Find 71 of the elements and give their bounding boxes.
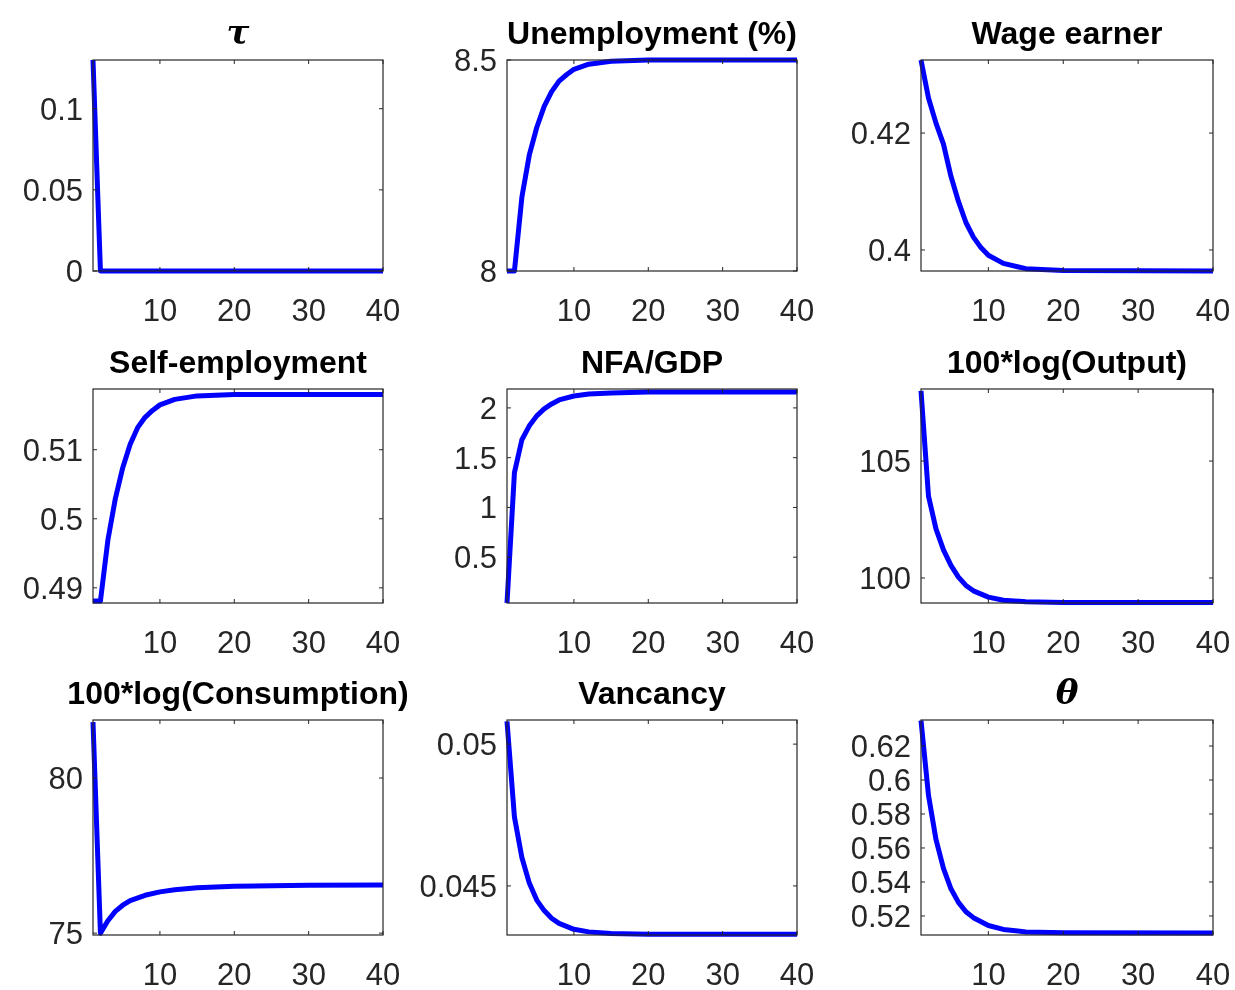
x-tick-label: 40	[779, 293, 815, 328]
chart-title: Vancancy	[578, 675, 727, 711]
x-tick-label: 10	[971, 625, 1006, 660]
x-tick-label: 40	[1195, 293, 1231, 328]
y-tick-label: 0	[65, 253, 83, 289]
y-tick-label: 80	[48, 760, 83, 796]
x-tick-label: 30	[705, 957, 740, 990]
x-tick-label: 10	[142, 625, 178, 660]
x-tick-label: 20	[631, 957, 666, 990]
chart-title: 100*log(Output)	[947, 344, 1187, 380]
x-tick-label: 40	[365, 293, 401, 328]
y-tick-label: 0.54	[850, 864, 911, 900]
chart-title: Unemployment (%)	[507, 15, 797, 51]
x-tick-label: 10	[142, 293, 178, 328]
chart-title: τ	[226, 12, 250, 52]
x-tick-label: 20	[217, 957, 252, 990]
chart-title: Wage earner	[971, 15, 1163, 51]
chart-title: 100*log(Consumption)	[67, 675, 409, 711]
x-tick-label: 20	[631, 625, 666, 660]
x-tick-label: 20	[1046, 957, 1081, 990]
y-tick-label: 0.5	[39, 501, 83, 537]
x-tick-label: 30	[291, 625, 326, 660]
y-tick-label: 8.5	[453, 42, 497, 78]
x-tick-label: 30	[1120, 625, 1156, 660]
x-tick-label: 20	[217, 293, 252, 328]
x-tick-label: 10	[971, 293, 1006, 328]
x-tick-label: 40	[365, 625, 401, 660]
y-tick-label: 0.6	[867, 762, 911, 798]
y-tick-label: 0.1	[39, 91, 83, 127]
x-tick-label: 10	[142, 957, 178, 990]
x-tick-label: 40	[1195, 957, 1231, 990]
x-tick-label: 40	[365, 957, 401, 990]
y-tick-label: 2	[479, 390, 497, 426]
x-tick-label: 20	[1046, 625, 1081, 660]
y-tick-label: 0.52	[850, 898, 911, 934]
x-tick-label: 20	[217, 625, 252, 660]
x-tick-label: 20	[631, 293, 666, 328]
x-tick-label: 30	[1120, 957, 1156, 990]
y-tick-label: 1	[479, 490, 497, 526]
x-tick-label: 10	[556, 293, 592, 328]
y-tick-label: 0.42	[850, 115, 911, 151]
x-tick-label: 40	[779, 957, 815, 990]
y-tick-label: 0.045	[419, 868, 497, 904]
chart-title: θ	[1055, 672, 1079, 712]
x-tick-label: 30	[1120, 293, 1156, 328]
x-tick-label: 10	[971, 957, 1006, 990]
x-tick-label: 40	[779, 625, 815, 660]
y-tick-label: 0.58	[850, 796, 911, 832]
x-tick-label: 40	[1195, 625, 1231, 660]
y-tick-label: 0.62	[850, 728, 911, 764]
x-tick-label: 30	[291, 293, 326, 328]
chart-title: Self-employment	[109, 344, 368, 380]
y-tick-label: 0.5	[453, 540, 497, 576]
y-tick-label: 0.51	[22, 432, 83, 468]
y-tick-label: 0.05	[22, 172, 83, 208]
x-tick-label: 30	[705, 625, 740, 660]
y-tick-label: 105	[859, 443, 911, 479]
y-tick-label: 8	[479, 253, 497, 289]
x-tick-label: 10	[556, 625, 592, 660]
y-tick-label: 0.56	[850, 830, 911, 866]
x-tick-label: 30	[705, 293, 740, 328]
y-tick-label: 1.5	[453, 440, 497, 476]
x-tick-label: 30	[291, 957, 326, 990]
x-tick-label: 20	[1046, 293, 1081, 328]
chart-title: NFA/GDP	[580, 344, 724, 380]
y-tick-label: 100	[859, 560, 911, 596]
x-tick-label: 10	[556, 957, 592, 990]
y-tick-label: 0.49	[22, 570, 83, 606]
y-tick-label: 75	[48, 915, 83, 951]
y-tick-label: 0.4	[867, 232, 911, 268]
y-tick-label: 0.05	[436, 726, 497, 762]
